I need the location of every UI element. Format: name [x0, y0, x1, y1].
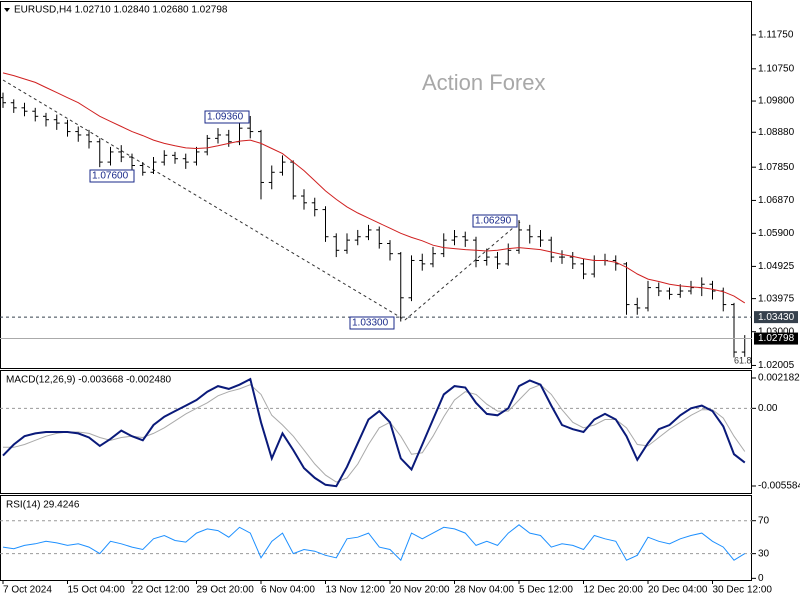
price-label: 1.03430 [758, 312, 795, 323]
indicator-line [2, 377, 746, 488]
annotation: 61.8 [734, 355, 752, 365]
annotation: 1.06290 [475, 216, 512, 227]
y-tick-label: 1.08880 [758, 127, 795, 138]
trend-line [2, 79, 406, 321]
y-tick-label: 1.03000 [758, 326, 795, 337]
x-tick-label: 6 Nov 04:00 [261, 585, 315, 596]
macd-panel [0, 370, 752, 494]
x-tick-label: 12 Dec 20:00 [584, 585, 644, 596]
price-label-box [754, 332, 798, 345]
y-tick-label: 1.05900 [758, 228, 795, 239]
annotation: 1.07600 [92, 171, 129, 182]
price-panel [0, 1, 752, 369]
price-title: EURUSD,H4 1.02710 1.02840 1.02680 1.0279… [14, 5, 228, 16]
annotation: 1.03300 [352, 318, 389, 329]
annotation-box [349, 316, 395, 330]
watermark: Action Forex [422, 70, 546, 95]
x-tick-label: 7 Oct 2024 [3, 585, 52, 596]
rsi-panel [0, 495, 752, 581]
price-label: 1.02798 [758, 333, 795, 344]
x-tick-label: 22 Oct 12:00 [132, 585, 190, 596]
trend-line [404, 221, 521, 321]
rsi-title: RSI(14) 29.4246 [6, 500, 80, 511]
annotation-box [89, 169, 135, 183]
annotation: 1.09360 [207, 112, 244, 123]
x-tick-label: 20 Nov 20:00 [390, 585, 450, 596]
x-tick-label: 20 Dec 04:00 [648, 585, 708, 596]
signal-line [3, 384, 746, 483]
y-tick-label: 0.00 [758, 403, 778, 414]
x-tick-label: 13 Nov 12:00 [326, 585, 386, 596]
y-tick-label: 1.03975 [758, 293, 795, 304]
moving-average [2, 72, 746, 304]
y-tick-label: 70 [758, 515, 770, 526]
macd-title: MACD(12,26,9) -0.003668 -0.002480 [6, 375, 172, 386]
annotation-box [204, 110, 250, 124]
x-tick-label: 5 Dec 12:00 [519, 585, 573, 596]
y-tick-label: 1.11750 [758, 30, 794, 41]
y-tick-label: 1.10750 [758, 63, 795, 74]
y-tick-label: 0.002182 [758, 373, 800, 384]
price-label-box [754, 311, 798, 324]
x-tick-label: 15 Oct 04:00 [68, 585, 126, 596]
menu-arrow [4, 8, 10, 12]
y-tick-label: 0 [758, 573, 764, 584]
x-tick-label: 28 Nov 04:00 [455, 585, 515, 596]
x-tick-label: 30 Dec 12:00 [713, 585, 773, 596]
y-tick-label: 1.04925 [758, 261, 795, 272]
y-tick-label: 1.02005 [758, 360, 795, 371]
y-tick-label: 1.06870 [758, 195, 795, 206]
x-tick-label: 29 Oct 20:00 [197, 585, 255, 596]
annotation-box [472, 214, 518, 228]
y-tick-label: 1.09800 [758, 96, 795, 107]
y-tick-label: -0.005584 [758, 481, 800, 492]
y-tick-label: 1.07850 [758, 162, 795, 173]
indicator-line [2, 524, 746, 562]
y-tick-label: 30 [758, 548, 770, 559]
